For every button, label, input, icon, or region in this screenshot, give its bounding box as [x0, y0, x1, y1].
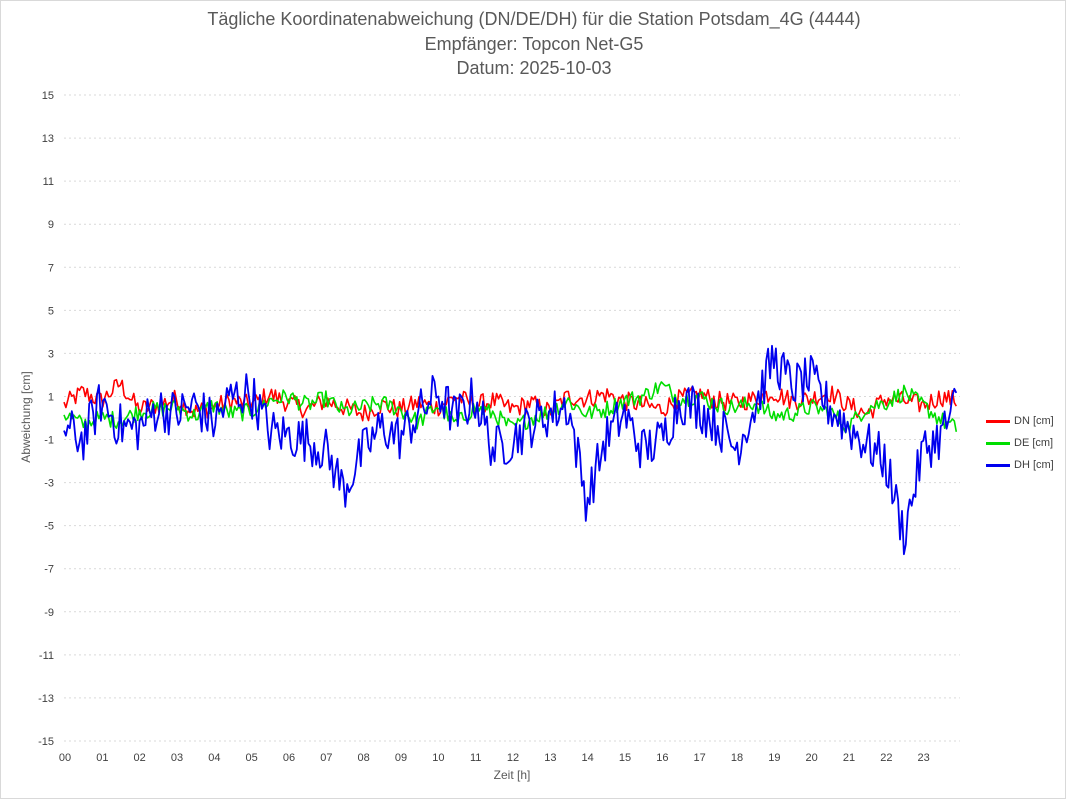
x-tick-label: 21 [843, 752, 855, 764]
y-tick-label: 5 [48, 305, 54, 317]
x-tick-label: 06 [283, 752, 295, 764]
x-tick-label: 23 [918, 752, 930, 764]
x-tick-label: 14 [582, 752, 594, 764]
y-tick-label: -11 [39, 650, 54, 662]
x-tick-label: 02 [134, 752, 146, 764]
legend-swatch-de [986, 441, 1010, 445]
x-tick-label: 04 [208, 752, 220, 764]
legend-label-de: DE [cm] [1014, 437, 1054, 449]
legend-label-dn: DN [cm] [1014, 415, 1054, 427]
x-tick-label: 17 [694, 752, 706, 764]
y-tick-label: 1 [48, 391, 54, 403]
x-tick-label: 11 [470, 752, 481, 764]
x-tick-label: 09 [395, 752, 407, 764]
x-tick-label: 05 [246, 752, 258, 764]
y-tick-label: -9 [44, 607, 54, 619]
legend-swatch-dn [986, 419, 1010, 423]
x-tick-label: 13 [544, 752, 556, 764]
x-tick-label: 01 [96, 752, 108, 764]
series-line-de [63, 381, 958, 434]
legend-swatch-dh [986, 463, 1010, 467]
legend-item-de: DE [cm] [986, 432, 1054, 454]
x-tick-label: 03 [171, 752, 183, 764]
y-tick-label: 13 [42, 133, 54, 145]
legend-item-dh: DH [cm] [986, 454, 1054, 476]
legend-label-dh: DH [cm] [1014, 459, 1054, 471]
x-tick-label: 18 [731, 752, 743, 764]
x-axis-label: Zeit [h] [494, 768, 531, 782]
y-tick-label: -1 [44, 435, 54, 447]
x-tick-label: 19 [768, 752, 780, 764]
y-axis-label: Abweichung [cm] [19, 371, 33, 462]
chart-subtitle-receiver: Empfänger: Topcon Net-G5 [424, 34, 644, 54]
chart-title: Tägliche Koordinatenabweichung (DN/DE/DH… [207, 9, 861, 29]
y-tick-label: 15 [42, 90, 54, 102]
y-tick-label: -13 [38, 693, 54, 705]
y-tick-label: 11 [43, 176, 54, 188]
series-line-dh [63, 344, 958, 556]
y-tick-label: -15 [38, 736, 54, 748]
x-tick-label: 12 [507, 752, 519, 764]
x-tick-label: 22 [880, 752, 892, 764]
y-tick-label: 7 [48, 262, 54, 274]
y-tick-label: 9 [48, 219, 54, 231]
x-tick-label: 20 [806, 752, 818, 764]
x-tick-label: 07 [320, 752, 332, 764]
y-axis-ticks: 15 13 11 9 7 5 3 1 -1 -3 -5 -7 -9 -11 -13 -15 [38, 90, 54, 748]
x-tick-label: 16 [656, 752, 668, 764]
y-tick-label: 3 [48, 348, 54, 360]
y-tick-label: -3 [44, 478, 54, 490]
x-tick-label: 15 [619, 752, 631, 764]
y-tick-label: -7 [44, 564, 54, 576]
x-tick-label: 00 [59, 752, 71, 764]
x-axis-ticks: 00 01 02 03 04 05 06 07 08 09 10 11 12 13 14 15 16 17 18 19… [59, 752, 930, 764]
x-tick-label: 10 [432, 752, 444, 764]
gridlines [64, 94, 960, 742]
y-tick-label: -5 [44, 521, 54, 533]
x-tick-label: 08 [358, 752, 370, 764]
series-lines [63, 344, 958, 556]
legend-item-dn: DN [cm] [986, 410, 1054, 432]
chart-subtitle-date: Datum: 2025-10-03 [456, 58, 612, 78]
legend: DN [cm] DE [cm] DH [cm] [986, 410, 1054, 476]
